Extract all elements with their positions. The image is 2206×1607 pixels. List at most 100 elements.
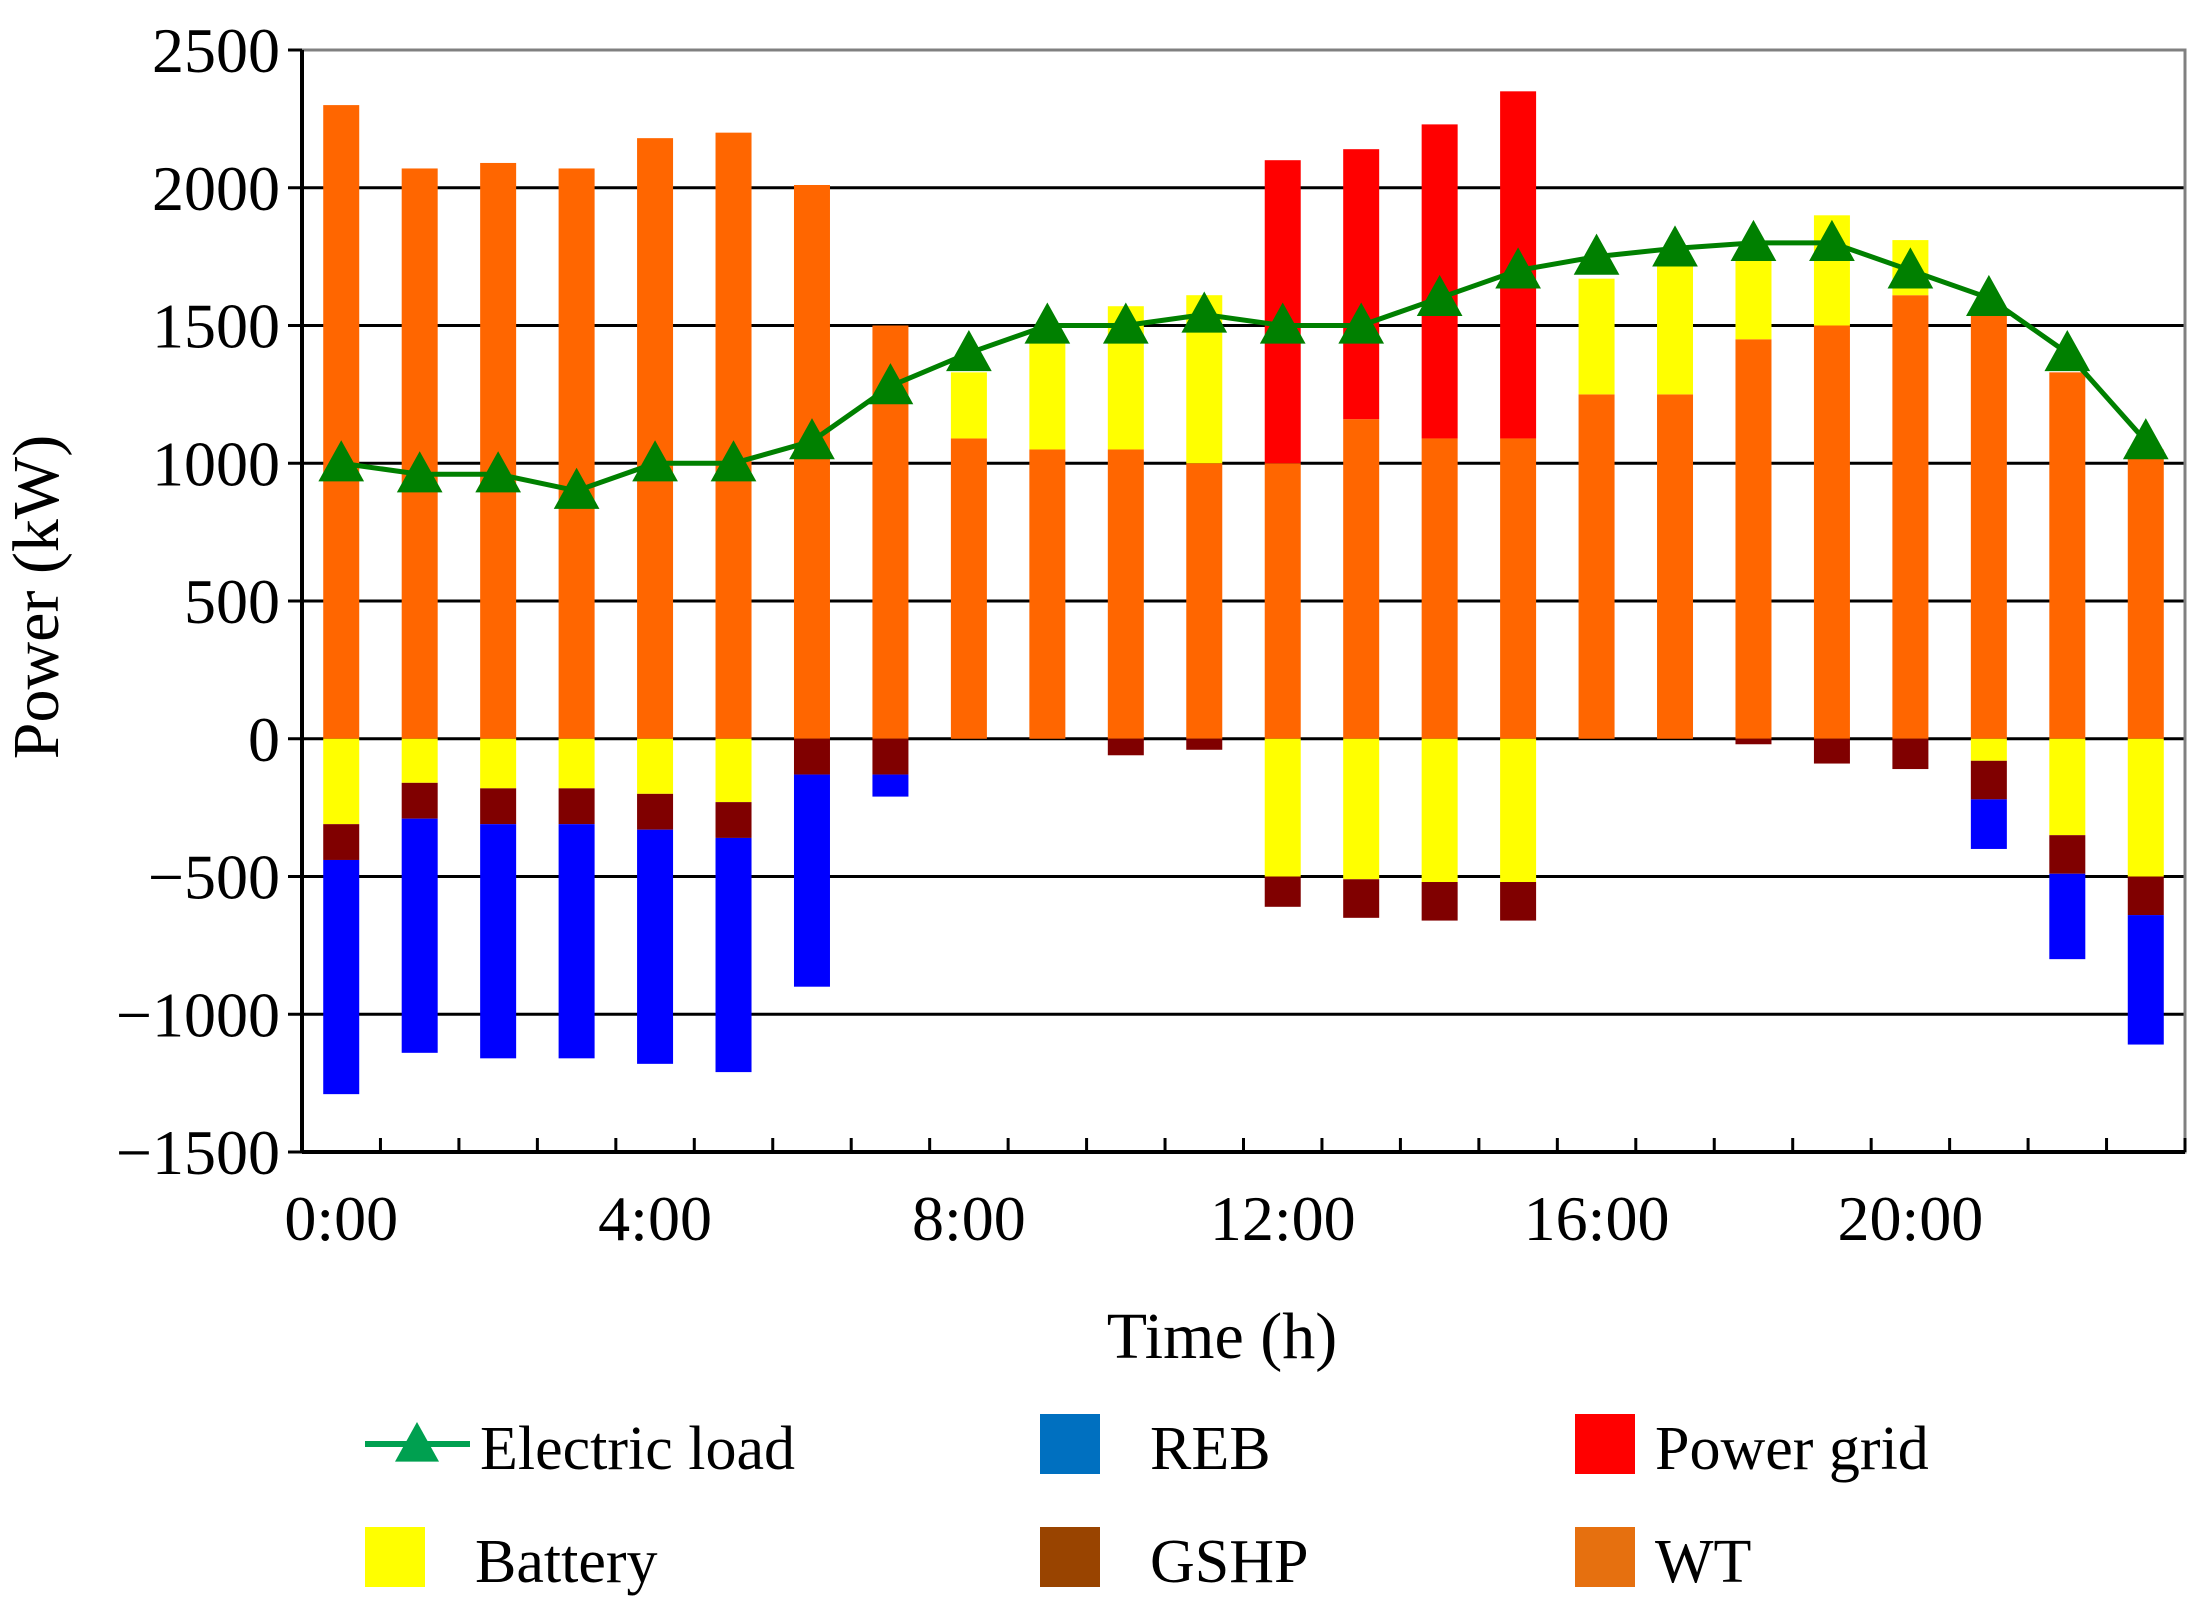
x-tick-label: 16:00 — [1524, 1183, 1670, 1254]
bar-reb-h5 — [715, 837, 752, 1073]
electric-load-point-h2 — [475, 451, 521, 493]
electric-load-point-h15 — [1495, 247, 1541, 289]
legend-electric-load-marker — [395, 1422, 439, 1462]
bar-wt-h3 — [558, 168, 595, 739]
bar-layer — [323, 91, 2164, 1095]
bar-battery-h18 — [1735, 253, 1772, 340]
legend-gshp-swatch — [1040, 1527, 1100, 1587]
line-layer — [318, 219, 2169, 509]
bar-reb-h21 — [1970, 799, 2007, 849]
x-tick-label: 20:00 — [1838, 1183, 1984, 1254]
y-tick-label: 1000 — [152, 428, 280, 499]
legend-power-grid-swatch — [1575, 1414, 1635, 1474]
bar-gshp-h21 — [1970, 760, 2007, 800]
bar-gshp-h12 — [1264, 876, 1301, 907]
bar-wt-h10 — [1107, 449, 1144, 739]
electric-load-point-h18 — [1730, 219, 1777, 261]
y-tick-label: −1000 — [116, 979, 280, 1050]
legend-gshp-label: GSHP — [1150, 1528, 1309, 1596]
grid-layer — [302, 186, 2185, 1016]
electric-load-point-h4 — [632, 440, 678, 482]
bar-battery-h2 — [480, 738, 517, 789]
bar-reb-h0 — [323, 859, 360, 1095]
electric-load-point-h11 — [1181, 291, 1228, 333]
y-tick-label: −500 — [148, 842, 280, 913]
bar-reb-h2 — [480, 824, 517, 1059]
electric-load-point-h23 — [2122, 418, 2169, 460]
bar-gshp-h3 — [558, 788, 595, 825]
electric-load-point-h3 — [553, 467, 600, 509]
bar-battery-h17 — [1657, 259, 1694, 395]
bar-battery-h12 — [1264, 738, 1301, 877]
bar-wt-h18 — [1735, 339, 1772, 739]
bar-wt-h21 — [1970, 308, 2007, 739]
bar-battery-h14 — [1421, 738, 1458, 883]
bar-reb-h22 — [2049, 873, 2086, 960]
electric-load-point-h14 — [1416, 274, 1463, 317]
electric-load-point-h21 — [1966, 274, 2012, 317]
bar-gshp-h0 — [323, 824, 360, 860]
electric-load-point-h16 — [1573, 233, 1620, 275]
bar-reb-h7 — [872, 774, 909, 797]
bar-wt-h0 — [323, 105, 360, 739]
bar-wt-h17 — [1657, 394, 1694, 739]
bar-battery-h21 — [1970, 738, 2007, 761]
electric-load-point-h19 — [1809, 219, 1855, 261]
y-tick-label: 1500 — [152, 291, 280, 362]
y-tick-label: 2500 — [152, 15, 280, 86]
bar-reb-h6 — [793, 774, 830, 987]
bar-wt-h20 — [1892, 295, 1929, 739]
legend-battery-swatch — [365, 1527, 425, 1587]
electric-load-point-h10 — [1102, 302, 1149, 344]
legend-reb-swatch — [1040, 1414, 1100, 1474]
bar-battery-h4 — [637, 738, 674, 794]
bar-reb-h3 — [558, 824, 595, 1059]
bar-gshp-h14 — [1421, 882, 1458, 921]
y-tick-label: 500 — [184, 566, 280, 637]
electric-load-point-h0 — [318, 440, 365, 482]
bar-battery-h23 — [2127, 738, 2164, 877]
electric-load-point-h8 — [946, 330, 992, 372]
bar-battery-h16 — [1578, 278, 1615, 395]
legend-wt-label: WT — [1655, 1528, 1751, 1596]
bar-wt-h23 — [2127, 449, 2164, 739]
bar-wt-h14 — [1421, 438, 1458, 739]
bar-gshp-h5 — [715, 802, 752, 838]
legend-battery-label: Battery — [475, 1528, 658, 1596]
bar-reb-h1 — [401, 818, 438, 1053]
legend-electric-load-label: Electric load — [480, 1415, 795, 1483]
y-axis-title: Power (kW) — [0, 435, 73, 759]
legend-power-grid-label: Power grid — [1655, 1415, 1929, 1483]
bar-gshp-h23 — [2127, 876, 2164, 916]
bar-gshp-h15 — [1500, 882, 1537, 921]
bar-wt-h22 — [2049, 372, 2086, 739]
bar-wt-h12 — [1264, 463, 1301, 739]
electric-load-point-h1 — [396, 451, 443, 493]
bar-wt-h4 — [637, 138, 674, 739]
electric-load-point-h20 — [1887, 247, 1934, 289]
bar-wt-h5 — [715, 132, 752, 739]
bar-gshp-h6 — [793, 738, 830, 775]
bar-power-grid-h13 — [1343, 149, 1380, 420]
bar-battery-h1 — [401, 738, 438, 783]
electric-load-point-h17 — [1652, 225, 1698, 267]
bar-wt-h6 — [793, 184, 830, 739]
bar-gshp-h1 — [401, 782, 438, 819]
bar-gshp-h11 — [1186, 738, 1223, 750]
bar-wt-h8 — [950, 438, 987, 739]
electric-load-point-h12 — [1259, 302, 1306, 344]
legend-reb-label: REB — [1150, 1415, 1271, 1483]
bar-gshp-h20 — [1892, 738, 1929, 770]
bar-battery-h22 — [2049, 738, 2086, 836]
y-tick-label: 2000 — [152, 153, 280, 224]
bar-gshp-h18 — [1735, 738, 1772, 745]
bar-gshp-h13 — [1343, 879, 1380, 918]
x-tick-label: 4:00 — [598, 1183, 712, 1254]
bar-wt-h9 — [1029, 449, 1066, 739]
bar-wt-h16 — [1578, 394, 1615, 739]
legend-wt-swatch — [1575, 1527, 1635, 1587]
electric-load-point-h6 — [789, 418, 835, 460]
bar-wt-h2 — [480, 162, 517, 739]
y-tick-label: −1500 — [116, 1117, 280, 1188]
